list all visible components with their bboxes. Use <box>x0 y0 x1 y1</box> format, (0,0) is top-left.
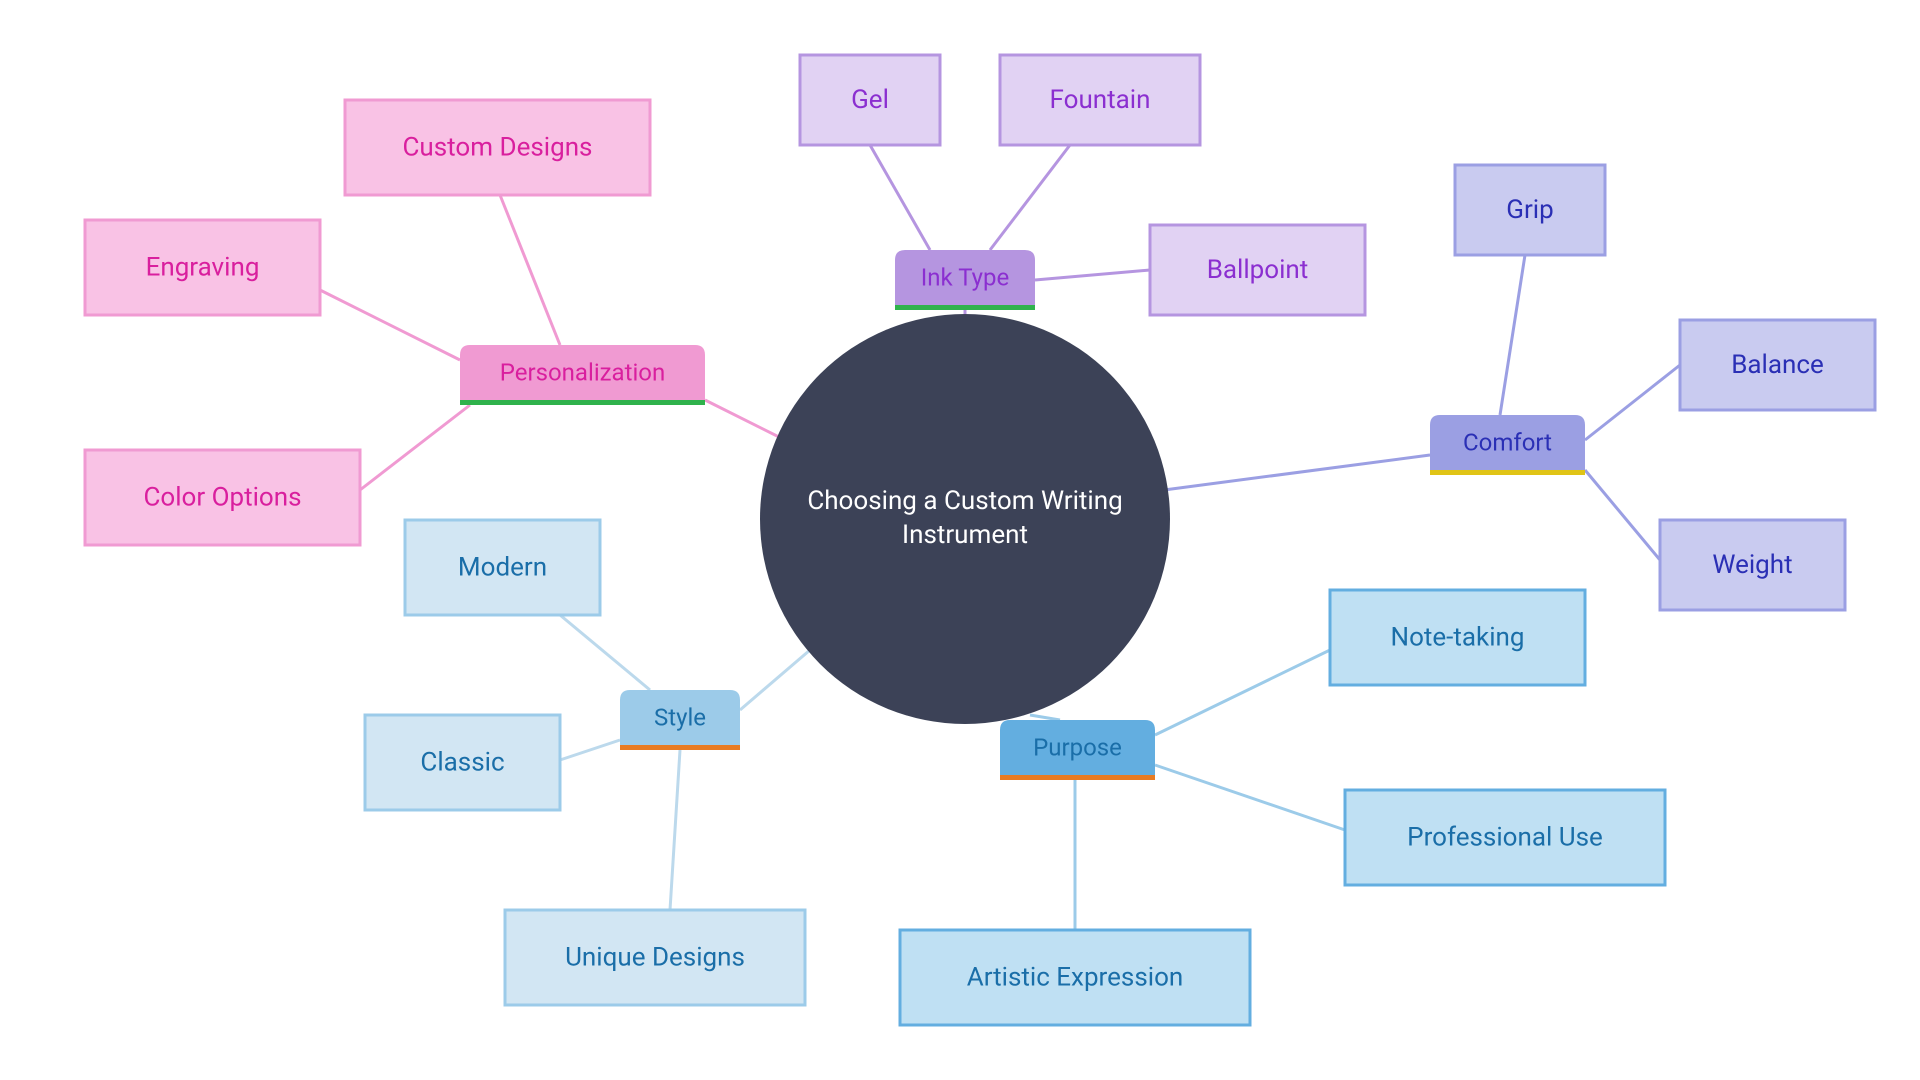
category-underline-ink_type <box>895 305 1035 310</box>
edge-center-purpose <box>1030 715 1060 720</box>
leaf-label-comfort: Balance <box>1731 350 1824 380</box>
edge-center-comfort <box>1164 455 1430 490</box>
leaf-label-ink_type: Ballpoint <box>1207 255 1309 285</box>
category-underline-personalization <box>460 400 705 405</box>
edge-center-personalization <box>705 400 785 440</box>
leaf-label-personalization: Color Options <box>143 483 301 513</box>
category-label-purpose: Purpose <box>1033 734 1122 762</box>
category-label-personalization: Personalization <box>500 359 666 387</box>
edge-personalization-leaf <box>320 290 460 360</box>
edge-style-leaf <box>560 615 650 690</box>
leaf-label-ink_type: Gel <box>851 85 889 115</box>
leaf-label-style: Classic <box>420 748 504 778</box>
nodes-layer: Choosing a Custom WritingInstrumentGelFo… <box>85 55 1875 1025</box>
edge-purpose-leaf <box>1155 650 1330 735</box>
edge-purpose-leaf <box>1155 765 1345 830</box>
edge-comfort-leaf <box>1585 365 1680 440</box>
leaf-label-style: Unique Designs <box>565 943 745 973</box>
leaf-label-comfort: Grip <box>1506 195 1553 225</box>
leaf-label-purpose: Artistic Expression <box>967 963 1184 993</box>
edge-comfort-leaf <box>1585 470 1660 560</box>
leaf-label-personalization: Custom Designs <box>403 133 593 163</box>
leaf-label-comfort: Weight <box>1712 550 1792 580</box>
category-underline-purpose <box>1000 775 1155 780</box>
leaf-label-style: Modern <box>458 553 547 583</box>
mindmap-canvas: Choosing a Custom WritingInstrumentGelFo… <box>0 0 1920 1080</box>
category-underline-style <box>620 745 740 750</box>
edge-style-leaf <box>560 740 620 760</box>
edge-comfort-leaf <box>1500 255 1525 415</box>
leaf-label-personalization: Engraving <box>146 253 260 283</box>
leaf-label-ink_type: Fountain <box>1050 85 1151 115</box>
edge-ink_type-leaf <box>870 145 930 250</box>
edge-center-style <box>740 650 810 710</box>
category-underline-comfort <box>1430 470 1585 475</box>
edge-personalization-leaf <box>360 405 470 490</box>
leaf-label-purpose: Note-taking <box>1391 623 1525 653</box>
category-label-comfort: Comfort <box>1463 429 1552 457</box>
category-label-style: Style <box>654 704 706 732</box>
leaf-label-purpose: Professional Use <box>1407 823 1603 853</box>
edge-ink_type-leaf <box>990 145 1070 250</box>
edge-personalization-leaf <box>500 195 560 345</box>
edge-style-leaf <box>670 750 680 910</box>
category-label-ink_type: Ink Type <box>921 264 1009 292</box>
edge-ink_type-leaf <box>1035 270 1150 280</box>
